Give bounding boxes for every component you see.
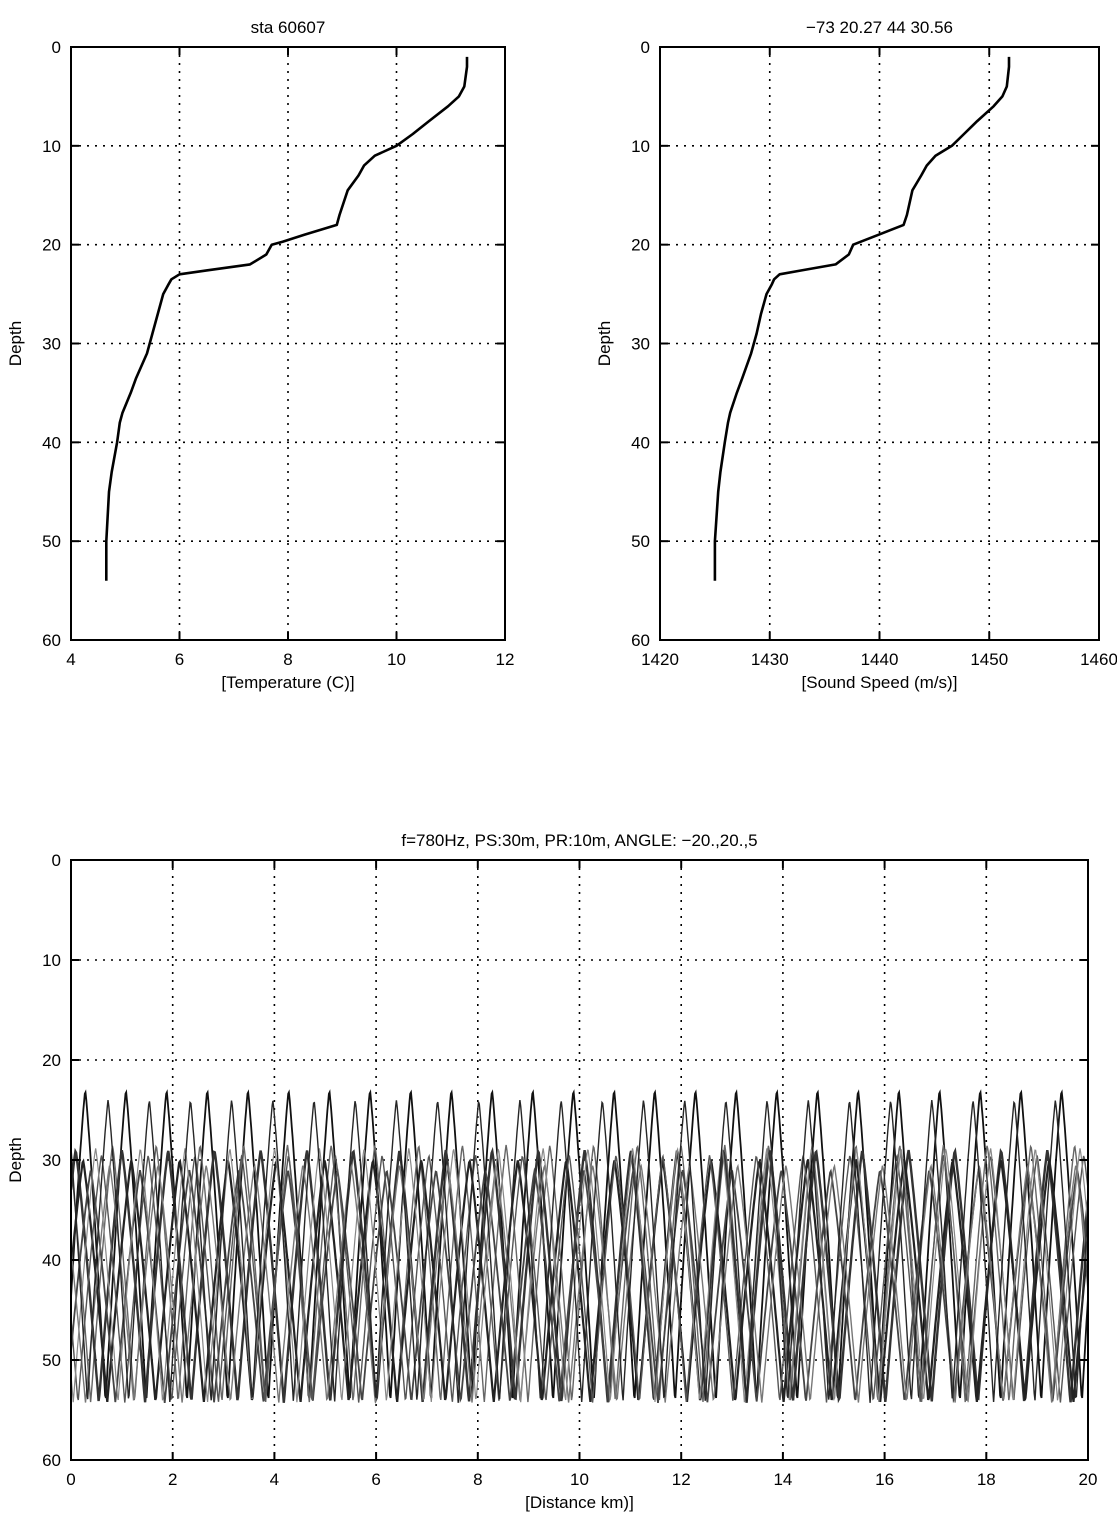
sound-panel-profile-line [713, 56, 1011, 581]
y-tick-label: 50 [631, 532, 650, 551]
y-tick-label: 60 [42, 631, 61, 650]
y-tick-label: 20 [42, 236, 61, 255]
x-tick-label: 20 [1079, 1470, 1098, 1489]
sound-panel-x-axis-label: [Sound Speed (m/s)] [802, 673, 958, 692]
y-tick-label: 60 [42, 1451, 61, 1470]
y-tick-label: 60 [631, 631, 650, 650]
x-tick-label: 8 [283, 650, 292, 669]
x-tick-label: 18 [977, 1470, 996, 1489]
x-tick-label: 6 [371, 1470, 380, 1489]
x-tick-label: 1460 [1080, 650, 1117, 669]
y-tick-label: 30 [42, 1151, 61, 1170]
ray-panel-x-axis-label: [Distance km)] [525, 1493, 634, 1512]
y-tick-label: 40 [631, 433, 650, 452]
sound-panel-title: −73 20.27 44 30.56 [806, 18, 953, 37]
sound-panel: 1420 1430 1440 1450 1460 0 10 20 30 40 50 60 −73 20.… [595, 18, 1117, 692]
x-tick-label: 2 [168, 1470, 177, 1489]
x-tick-label: 4 [66, 650, 75, 669]
x-tick-label: 1420 [641, 650, 679, 669]
ray-panel-y-axis-label: Depth [6, 1137, 25, 1182]
x-tick-label: 10 [570, 1470, 589, 1489]
x-tick-label: 16 [875, 1470, 894, 1489]
x-tick-label: 1440 [861, 650, 899, 669]
y-tick-label: 20 [631, 236, 650, 255]
x-tick-label: 6 [175, 650, 184, 669]
ray-path [71, 1144, 1088, 1403]
y-tick-label: 40 [42, 433, 61, 452]
temp-panel-x-axis-label: [Temperature (C)] [221, 673, 354, 692]
ray-panel-title: f=780Hz, PS:30m, PR:10m, ANGLE: −20.,20.… [401, 831, 757, 850]
y-tick-label: 0 [52, 851, 61, 870]
ray-path [71, 1153, 1088, 1403]
y-tick-label: 30 [631, 335, 650, 354]
y-tick-label: 0 [52, 38, 61, 57]
x-tick-label: 4 [270, 1470, 279, 1489]
ray-path [71, 1147, 1088, 1403]
y-tick-label: 10 [631, 137, 650, 156]
ray-path [71, 1146, 1088, 1404]
temp-panel-title: sta 60607 [251, 18, 326, 37]
y-tick-label: 50 [42, 532, 61, 551]
temp-panel: 4 6 8 10 12 0 10 20 30 40 50 60 sta 60607 [Temperatur… [6, 18, 514, 692]
temp-panel-profile-line [105, 56, 469, 581]
sound-panel-y-axis-label: Depth [595, 321, 614, 366]
y-tick-label: 20 [42, 1051, 61, 1070]
y-tick-label: 50 [42, 1351, 61, 1370]
ray-panel: 0 2 4 6 8 10 12 14 16 18 20 0 10 20 30 40 50 60 f=780Hz, P… [6, 831, 1097, 1512]
x-tick-label: 1430 [751, 650, 789, 669]
y-tick-label: 0 [641, 38, 650, 57]
x-tick-label: 8 [473, 1470, 482, 1489]
y-tick-label: 40 [42, 1251, 61, 1270]
ray-path [71, 1167, 1088, 1404]
x-tick-label: 10 [387, 650, 406, 669]
x-tick-label: 12 [672, 1470, 691, 1489]
x-tick-label: 0 [66, 1470, 75, 1489]
x-tick-label: 12 [496, 650, 515, 669]
x-tick-label: 14 [773, 1470, 792, 1489]
temp-panel-y-axis-label: Depth [6, 321, 25, 366]
y-tick-label: 10 [42, 137, 61, 156]
x-tick-label: 1450 [970, 650, 1008, 669]
ray-path [71, 1100, 1088, 1403]
y-tick-label: 30 [42, 335, 61, 354]
y-tick-label: 10 [42, 951, 61, 970]
